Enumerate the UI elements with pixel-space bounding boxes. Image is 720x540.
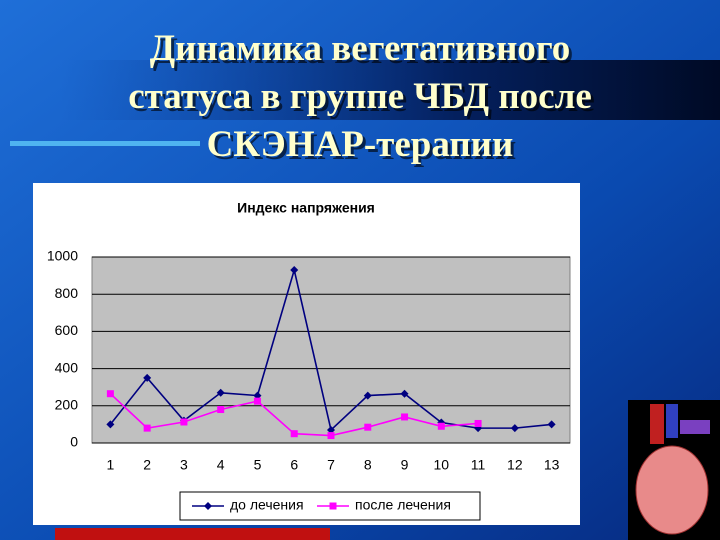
marker (400, 389, 409, 398)
y-tick-label: 0 (70, 434, 78, 450)
marker (290, 430, 298, 438)
marker (106, 420, 115, 429)
decor-strip (55, 528, 330, 540)
marker (217, 406, 225, 414)
heart-vein (666, 404, 678, 438)
title-shadow: статуса в группе ЧБД после (131, 79, 595, 120)
marker (363, 391, 372, 400)
x-tick-label: 7 (327, 457, 335, 473)
x-tick-label: 12 (507, 457, 523, 473)
marker (290, 266, 299, 275)
y-tick-label: 1000 (47, 248, 78, 264)
marker (547, 420, 556, 429)
marker (364, 423, 372, 431)
x-tick-label: 6 (290, 457, 298, 473)
marker (143, 373, 152, 382)
title-shadow: Динамика вегетативного (153, 31, 574, 72)
marker (253, 397, 261, 405)
slide-title: СКЭНАР-терапии (207, 124, 514, 165)
chart-title: Индекс напряжения (237, 200, 375, 216)
marker (106, 390, 114, 398)
marker (143, 424, 151, 432)
x-tick-label: 1 (106, 457, 114, 473)
y-tick-label: 400 (55, 359, 79, 375)
y-tick-label: 800 (55, 285, 79, 301)
marker (437, 422, 445, 430)
plot-area (91, 256, 571, 444)
heart-aorta (650, 404, 664, 444)
marker (180, 418, 188, 426)
x-tick-label: 10 (434, 457, 450, 473)
legend-marker (204, 502, 212, 510)
marker (216, 388, 225, 397)
marker (327, 432, 335, 440)
x-tick-label: 4 (217, 457, 225, 473)
marker (474, 419, 482, 427)
x-tick-label: 13 (544, 457, 560, 473)
legend-marker (329, 502, 337, 510)
y-tick-label: 600 (55, 322, 79, 338)
marker (253, 391, 262, 400)
marker (510, 424, 519, 433)
x-tick-label: 9 (401, 457, 409, 473)
x-tick-label: 5 (254, 457, 262, 473)
marker (401, 413, 409, 421)
legend-label: до лечения (230, 497, 304, 513)
x-tick-label: 3 (180, 457, 188, 473)
decor-band (60, 60, 720, 120)
slide-title: статуса в группе ЧБД после (128, 76, 592, 117)
heart-body (635, 445, 709, 535)
marker (327, 425, 335, 434)
heart-artery (680, 420, 710, 434)
x-tick-label: 8 (364, 457, 372, 473)
decor-line (10, 141, 200, 146)
heart-icon (628, 400, 720, 540)
y-tick-label: 200 (55, 397, 79, 413)
slide-title: Динамика вегетативного (150, 28, 571, 69)
x-tick-label: 2 (143, 457, 151, 473)
title-shadow: СКЭНАР-терапии (210, 127, 517, 168)
x-tick-label: 11 (471, 457, 486, 473)
legend-label: после лечения (355, 497, 451, 513)
